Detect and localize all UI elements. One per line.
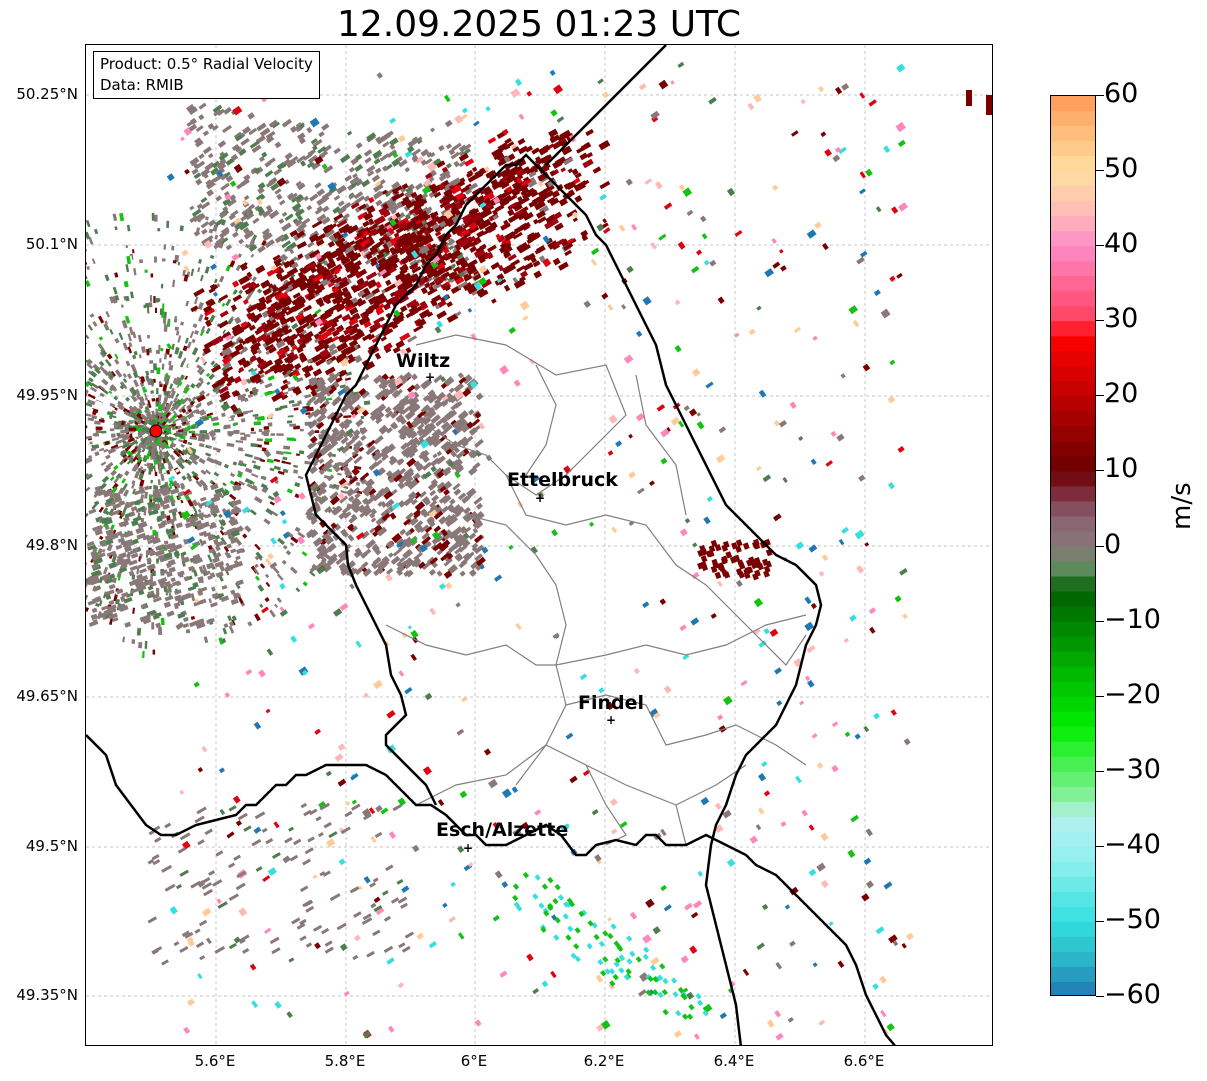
product-info-box: Product: 0.5° Radial Velocity Data: RMIB xyxy=(93,51,320,99)
lon-tick-label: 6.4°E xyxy=(713,1052,755,1070)
country-borders xyxy=(86,45,896,1045)
colorbar-tick xyxy=(1096,470,1104,471)
colorbar-tick xyxy=(1096,395,1104,396)
colorbar-tick-label: −50 xyxy=(1104,904,1161,935)
colorbar-tick-label: 30 xyxy=(1104,303,1139,334)
colorbar-tick-label: 60 xyxy=(1104,78,1139,109)
map-canvas xyxy=(86,45,992,1045)
lon-tick-label: 5.8°E xyxy=(324,1052,366,1070)
lon-tick-label: 5.6°E xyxy=(194,1052,236,1070)
colorbar-tick-label: −20 xyxy=(1104,679,1161,710)
colorbar-tick-label: −30 xyxy=(1104,754,1161,785)
colorbar-tick xyxy=(1096,771,1104,772)
city-marker-esch-alzette: + xyxy=(463,841,474,855)
lon-tick-label: 6.6°E xyxy=(843,1052,885,1070)
radar-echoes xyxy=(86,61,992,1041)
lat-tick-label: 49.8°N xyxy=(25,536,78,554)
lat-tick-label: 49.65°N xyxy=(16,687,78,705)
colorbar-tick xyxy=(1096,320,1104,321)
city-label-findel: Findel xyxy=(578,692,645,714)
colorbar-tick xyxy=(1096,546,1104,547)
city-marker-findel: + xyxy=(606,713,617,727)
product-label: Product: 0.5° Radial Velocity xyxy=(100,55,313,73)
colorbar-gradient xyxy=(1051,96,1095,995)
canton-boundaries xyxy=(385,334,807,846)
colorbar-tick-label: −40 xyxy=(1104,829,1161,860)
colorbar xyxy=(1050,95,1096,996)
city-label-wiltz: Wiltz xyxy=(396,350,451,372)
colorbar-tick-label: 50 xyxy=(1104,153,1139,184)
colorbar-tick-label: −60 xyxy=(1104,979,1161,1010)
colorbar-unit-label: m/s xyxy=(1167,482,1197,530)
colorbar-tick xyxy=(1096,95,1104,96)
lat-tick-label: 49.5°N xyxy=(25,837,78,855)
colorbar-tick-label: 40 xyxy=(1104,228,1139,259)
colorbar-tick xyxy=(1096,621,1104,622)
radar-site xyxy=(149,424,163,438)
colorbar-tick xyxy=(1096,996,1104,997)
city-marker-wiltz: + xyxy=(425,370,436,384)
colorbar-tick-label: 0 xyxy=(1104,529,1122,560)
city-label-ettelbruck: Ettelbruck xyxy=(507,469,618,491)
colorbar-tick xyxy=(1096,921,1104,922)
colorbar-tick xyxy=(1096,245,1104,246)
radar-map xyxy=(85,44,993,1046)
lat-tick-label: 50.25°N xyxy=(16,85,78,103)
colorbar-tick-label: 20 xyxy=(1104,378,1139,409)
colorbar-tick xyxy=(1096,696,1104,697)
colorbar-tick-label: −10 xyxy=(1104,604,1161,635)
colorbar-tick-label: 10 xyxy=(1104,453,1139,484)
city-label-esch-alzette: Esch/Alzette xyxy=(436,819,569,841)
colorbar-tick xyxy=(1096,846,1104,847)
lon-tick-label: 6.2°E xyxy=(583,1052,625,1070)
data-source-label: Data: RMIB xyxy=(100,76,184,94)
lon-tick-label: 6°E xyxy=(460,1052,488,1070)
lat-tick-label: 50.1°N xyxy=(25,235,78,253)
city-marker-ettelbruck: + xyxy=(535,491,546,505)
lat-tick-label: 49.35°N xyxy=(16,986,78,1004)
colorbar-tick xyxy=(1096,170,1104,171)
lat-tick-label: 49.95°N xyxy=(16,386,78,404)
map-title: 12.09.2025 01:23 UTC xyxy=(336,4,742,45)
